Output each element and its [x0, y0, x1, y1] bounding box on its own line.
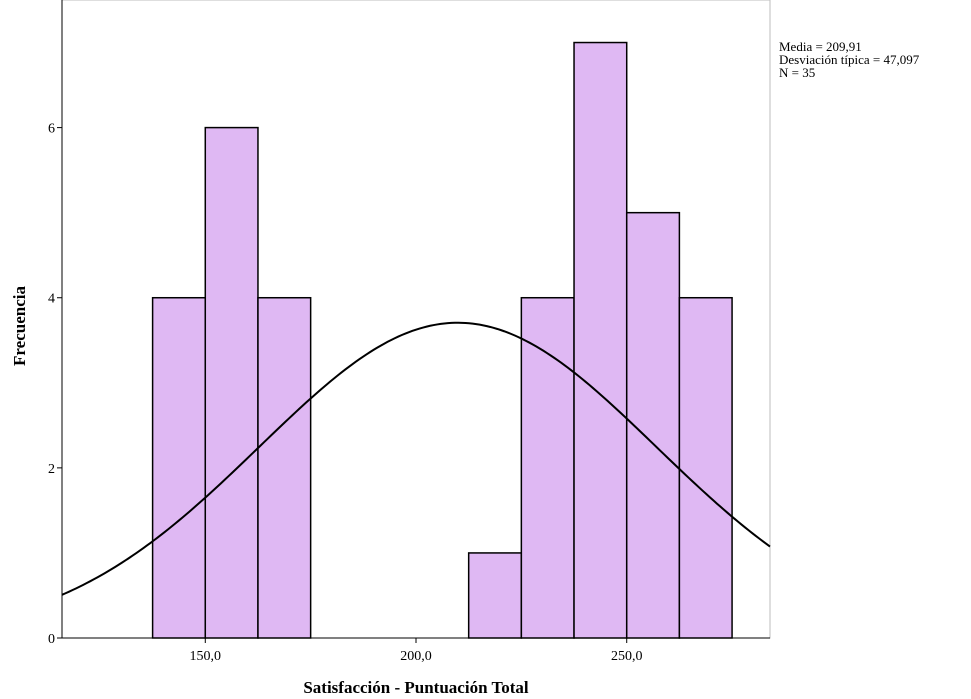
normal-curve-line: [61, 321, 771, 596]
y-tick-label: 6: [48, 122, 55, 137]
x-tick-label: 250,0: [611, 649, 643, 664]
histogram-bar-0: [151, 296, 207, 639]
x-axis-title: Satisfacción - Puntuación Total: [303, 678, 529, 697]
y-tick-label: 4: [48, 292, 55, 307]
y-tick-label: 2: [48, 462, 55, 477]
histogram-bar-5: [573, 41, 628, 639]
stats-legend: Media = 209,91 Desviación típica = 47,09…: [779, 39, 920, 80]
x-tick-label: 200,0: [400, 649, 432, 664]
histogram-bar-2: [257, 296, 312, 639]
normal-curve: [61, 321, 771, 596]
histogram-bar-4: [520, 296, 575, 639]
x-tick-label: 150,0: [190, 649, 222, 664]
histogram-bar-7: [678, 296, 733, 639]
stats-sd: Desviación típica = 47,097: [779, 52, 920, 67]
histogram-bar-1: [204, 126, 259, 639]
histogram-bar-3: [467, 552, 523, 639]
y-tick-label: 0: [48, 632, 55, 647]
y-axis-title: Frecuencia: [10, 286, 29, 366]
stats-mean: Media = 209,91: [779, 39, 862, 54]
axes: 0 2 4 6 150,0 200,0 250,0: [48, 0, 770, 664]
stats-n: N = 35: [779, 65, 815, 80]
